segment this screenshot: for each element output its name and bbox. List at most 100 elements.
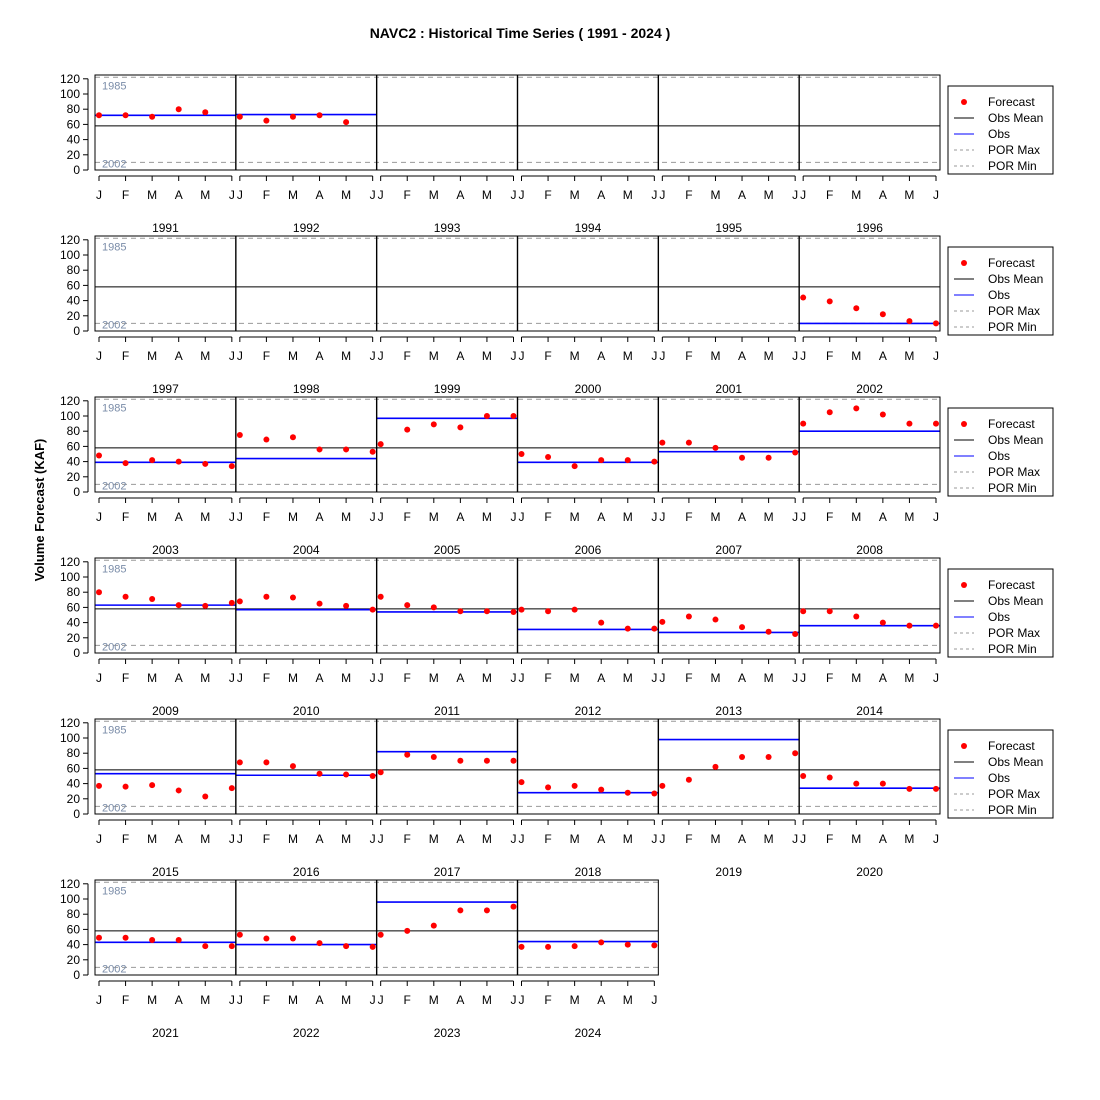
forecast-point [624, 625, 631, 632]
x-tick-label: J [800, 510, 806, 524]
forecast-point [510, 413, 517, 419]
x-tick-label: M [904, 832, 914, 846]
y-axis-label: Volume Forecast (KAF) [32, 439, 47, 582]
legend-label: POR Max [988, 304, 1040, 318]
y-tick-label: 60 [67, 761, 81, 775]
x-tick-label: F [263, 832, 270, 846]
x-tick-label: J [651, 993, 657, 1007]
x-tick-label: M [341, 993, 351, 1007]
legend: Forecast Obs Mean Obs POR Max POR Min [947, 407, 1054, 497]
forecast-point [879, 311, 886, 318]
year-panel: J F M A M J 2009 [95, 589, 236, 718]
x-tick-label: M [851, 832, 861, 846]
legend: Forecast Obs Mean Obs POR Max POR Min [947, 246, 1054, 336]
y-tick-label: 20 [67, 792, 81, 806]
legend-label: Obs [988, 127, 1010, 141]
year-panel: J F M A M J 1994 [516, 75, 657, 235]
x-tick-label: J [519, 671, 525, 685]
x-tick-label: M [482, 671, 492, 685]
legend: Forecast Obs Mean Obs POR Max POR Min [947, 729, 1054, 819]
y-tick-label: 100 [60, 248, 80, 262]
x-tick-label: F [826, 510, 833, 524]
forecast-point [571, 463, 578, 470]
x-tick-label: A [316, 832, 324, 846]
x-tick-label: F [404, 832, 411, 846]
x-tick-label: J [96, 832, 102, 846]
year-panel: J F M A M J 2023 [375, 880, 518, 1040]
forecast-point [800, 420, 807, 427]
forecast-point [792, 750, 799, 757]
forecast-point [149, 937, 156, 944]
forecast-point [289, 594, 296, 601]
year-label: 2002 [856, 382, 883, 396]
x-tick-label: F [826, 188, 833, 202]
year-panel: J F M A M J 2020 [798, 719, 940, 879]
x-tick-label: F [404, 349, 411, 363]
x-tick-label: A [879, 349, 887, 363]
x-tick-label: J [370, 671, 376, 685]
forecast-point [879, 780, 886, 787]
x-tick-label: M [341, 510, 351, 524]
forecast-point [263, 935, 270, 942]
year-label: 2004 [293, 543, 320, 557]
x-tick-label: M [570, 349, 580, 363]
year-panel: J F M A M J 2001 [657, 236, 798, 396]
x-tick-label: J [651, 349, 657, 363]
forecast-point [122, 593, 129, 600]
x-tick-label: M [623, 349, 633, 363]
year-panel: J F M A M J 2012 [516, 558, 659, 718]
x-tick-label: F [122, 188, 129, 202]
year-label: 2010 [293, 704, 320, 718]
forecast-point [906, 622, 913, 629]
forecast-point [122, 783, 129, 790]
year-label: 2018 [575, 865, 602, 879]
year-panel: J F M A M J 2015 [95, 772, 236, 879]
forecast-point [149, 596, 156, 603]
forecast-point [289, 113, 296, 120]
x-tick-label: A [456, 188, 464, 202]
forecast-point [792, 449, 799, 456]
forecast-point [826, 774, 833, 781]
x-tick-label: J [792, 671, 798, 685]
year-panel: J F M A M J 2005 [375, 397, 518, 557]
x-tick-label: J [792, 832, 798, 846]
x-tick-label: F [122, 832, 129, 846]
x-tick-label: M [429, 349, 439, 363]
x-tick-label: F [826, 832, 833, 846]
x-tick-label: F [544, 188, 551, 202]
legend-forecast-symbol [961, 99, 967, 105]
forecast-point [800, 773, 807, 779]
x-tick-label: J [519, 510, 525, 524]
x-tick-label: M [147, 832, 157, 846]
year-panel: J F M A M J 2003 [95, 452, 236, 557]
x-tick-label: F [122, 349, 129, 363]
forecast-point [289, 434, 296, 441]
forecast-point [430, 754, 437, 760]
forecast-point [228, 599, 235, 606]
x-tick-label: M [429, 832, 439, 846]
forecast-point [316, 940, 323, 947]
x-tick-label: A [738, 349, 746, 363]
por-max-label: 1985 [102, 80, 126, 92]
x-tick-label: J [96, 349, 102, 363]
forecast-point [404, 602, 411, 609]
forecast-point [96, 112, 102, 119]
y-tick-label: 100 [60, 87, 80, 101]
forecast-point [343, 943, 350, 950]
forecast-point [377, 769, 384, 776]
x-tick-label: J [96, 671, 102, 685]
y-tick-label: 20 [67, 470, 81, 484]
forecast-point [800, 608, 807, 615]
x-tick-label: J [370, 188, 376, 202]
forecast-point [96, 782, 102, 789]
x-tick-label: F [263, 993, 270, 1007]
legend: Forecast Obs Mean Obs POR Max POR Min [947, 568, 1054, 658]
x-tick-label: F [544, 510, 551, 524]
forecast-point [853, 305, 860, 312]
forecast-point [343, 446, 350, 453]
por-min-label: 2002 [102, 641, 126, 653]
y-tick-label: 100 [60, 570, 80, 584]
year-panel: J F M A M J 2008 [798, 397, 940, 557]
